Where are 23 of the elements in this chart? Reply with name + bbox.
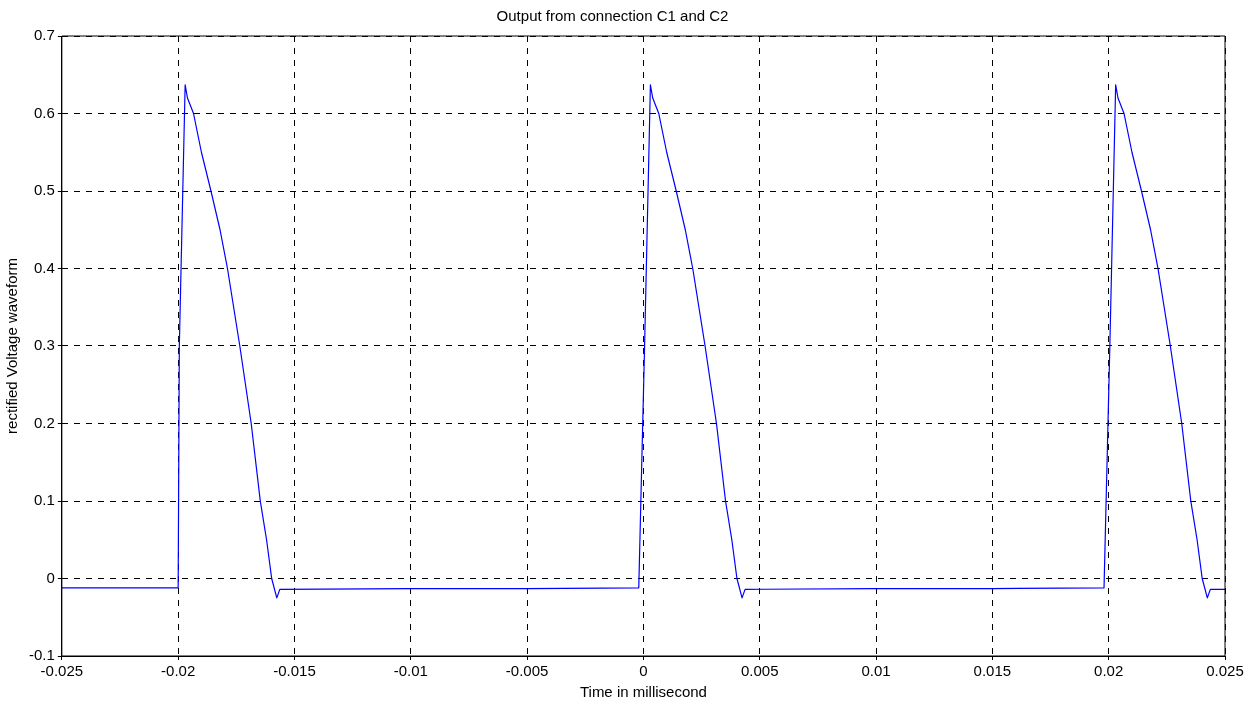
chart-title: Output from connection C1 and C2 <box>496 7 729 25</box>
y-tick-label: 0.6 <box>33 103 55 121</box>
y-tick-label: 0.3 <box>33 336 55 354</box>
y-tick-label: 0.5 <box>33 181 55 199</box>
x-tick-label: 0.025 <box>1206 662 1244 680</box>
y-tick-label: 0.1 <box>33 491 55 509</box>
x-axis-title: Time in millisecond <box>579 683 707 701</box>
y-tick-label: 0.7 <box>33 26 55 44</box>
x-tick-label: 0.005 <box>740 662 779 680</box>
x-tick-label: -0.025 <box>40 662 84 680</box>
y-axis-title: rectified Voltage waveform <box>3 258 21 434</box>
y-tick-label: 0 <box>46 568 55 586</box>
x-tick-label: -0.01 <box>393 662 428 680</box>
y-tick-label: 0.4 <box>33 258 55 276</box>
y-tick-label: -0.1 <box>28 646 55 664</box>
x-tick-label: 0.01 <box>861 662 891 680</box>
x-tick-label: -0.02 <box>161 662 196 680</box>
x-tick-label: -0.015 <box>273 662 316 680</box>
y-tick-label: 0.2 <box>33 413 55 431</box>
x-tick-label: 0.015 <box>973 662 1012 680</box>
x-tick-label: 0 <box>639 662 648 680</box>
x-tick-label: 0.02 <box>1094 662 1124 680</box>
x-tick-label: -0.005 <box>505 662 549 680</box>
